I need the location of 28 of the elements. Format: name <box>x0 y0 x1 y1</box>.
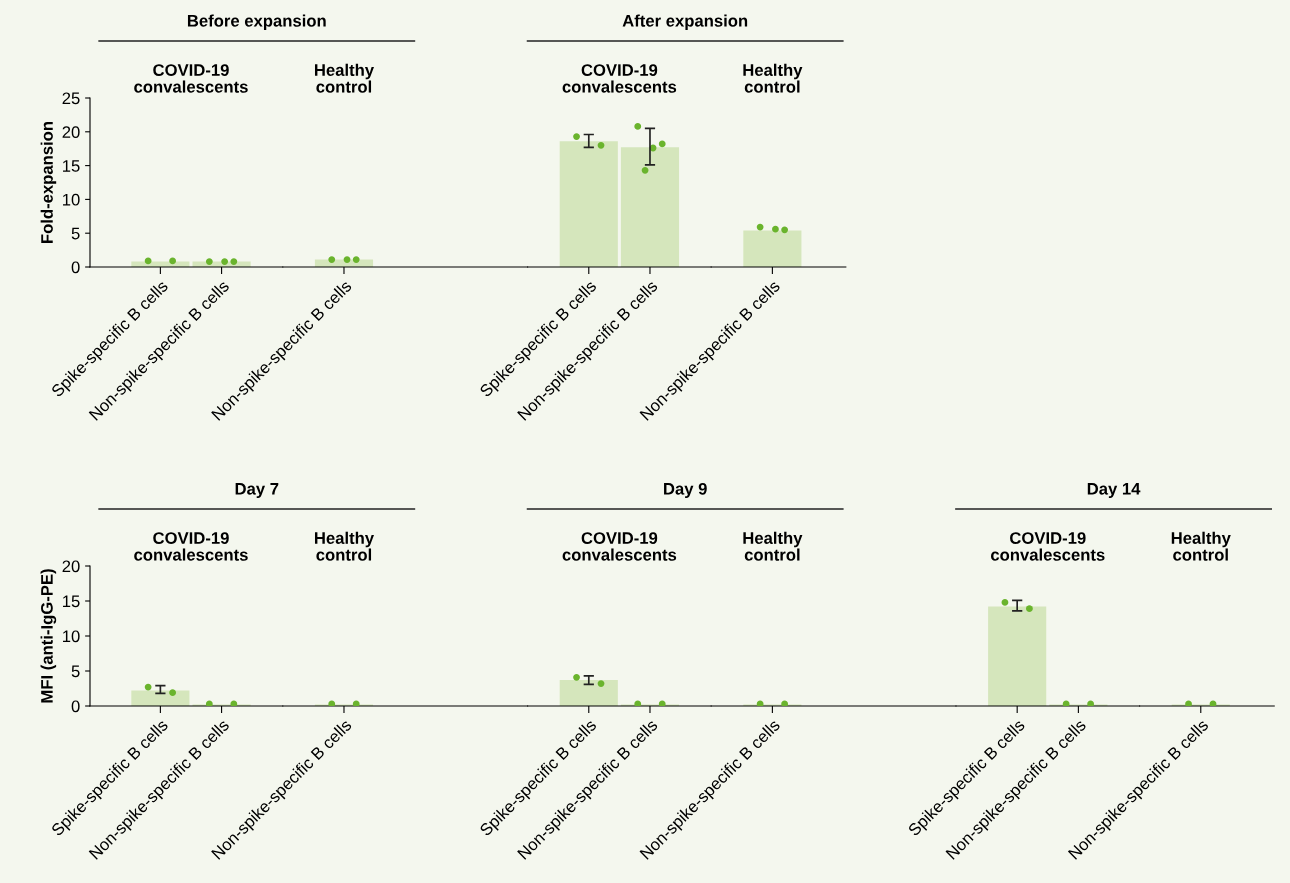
text: Healthy control <box>743 531 803 561</box>
text: Healthy control <box>743 63 803 93</box>
y-tick-label: 5 <box>71 665 80 678</box>
text: COVID-19 convalescents <box>562 532 677 561</box>
y-tick-label: 0 <box>71 700 80 713</box>
text: Day 9 <box>664 482 707 498</box>
text: After expansion <box>622 14 748 30</box>
y-tick-label: 20 <box>62 126 80 138</box>
text: Healthy control <box>1171 531 1231 561</box>
text: COVID-19 convalescents <box>562 64 677 93</box>
text: Day 14 <box>1087 483 1141 498</box>
y-tick-label: 15 <box>63 595 80 608</box>
text: COVID-19 convalescents <box>134 64 248 93</box>
text: Before expansion <box>187 14 326 30</box>
y-tick-label: 5 <box>71 227 80 240</box>
text: COVID-19 convalescents <box>134 532 248 561</box>
y-tick-label: 25 <box>62 92 80 105</box>
y-tick-label: 0 <box>71 261 80 274</box>
text: COVID-19 convalescents <box>991 532 1105 561</box>
y-tick-label: 20 <box>62 560 80 573</box>
y-tick-label: 10 <box>63 193 80 206</box>
y-tick-label: 15 <box>63 160 80 172</box>
text: Healthy control <box>314 63 374 93</box>
text: Healthy control <box>314 531 374 561</box>
text: Day 7 <box>235 483 279 498</box>
y-axis-title: MFI (anti-IgG-PE) <box>40 569 57 703</box>
y-axis-title: Fold-expansion <box>40 121 57 243</box>
y-tick-label: 10 <box>63 630 80 643</box>
